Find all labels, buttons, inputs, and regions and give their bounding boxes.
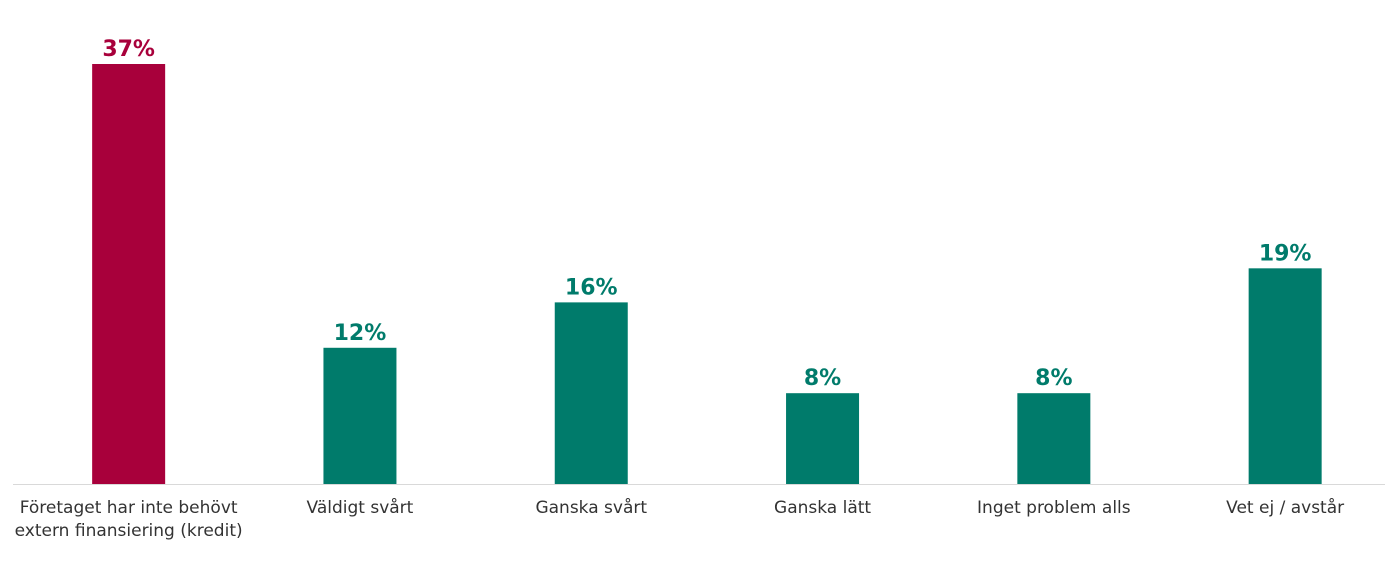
value-label: 37% bbox=[102, 37, 155, 62]
bar bbox=[554, 302, 628, 484]
bar bbox=[92, 64, 166, 484]
x-tick-label: Ganska lätt bbox=[774, 498, 872, 518]
value-label: 16% bbox=[565, 275, 618, 300]
value-label: 8% bbox=[1035, 366, 1072, 391]
bar bbox=[1017, 393, 1091, 484]
bar bbox=[323, 347, 397, 484]
x-tick-label: Ganska svårt bbox=[535, 498, 648, 518]
bar bbox=[1248, 268, 1322, 484]
x-tick-label: Inget problem alls bbox=[977, 498, 1131, 518]
value-label: 12% bbox=[334, 321, 387, 346]
x-tick-label: Väldigt svårt bbox=[306, 498, 414, 518]
x-tick-label: Företaget har inte behövt extern finansi… bbox=[14, 498, 243, 541]
bar bbox=[786, 393, 860, 484]
x-tick-label: Vet ej / avstår bbox=[1226, 498, 1345, 518]
value-label: 8% bbox=[804, 366, 841, 391]
value-label: 19% bbox=[1259, 241, 1312, 266]
